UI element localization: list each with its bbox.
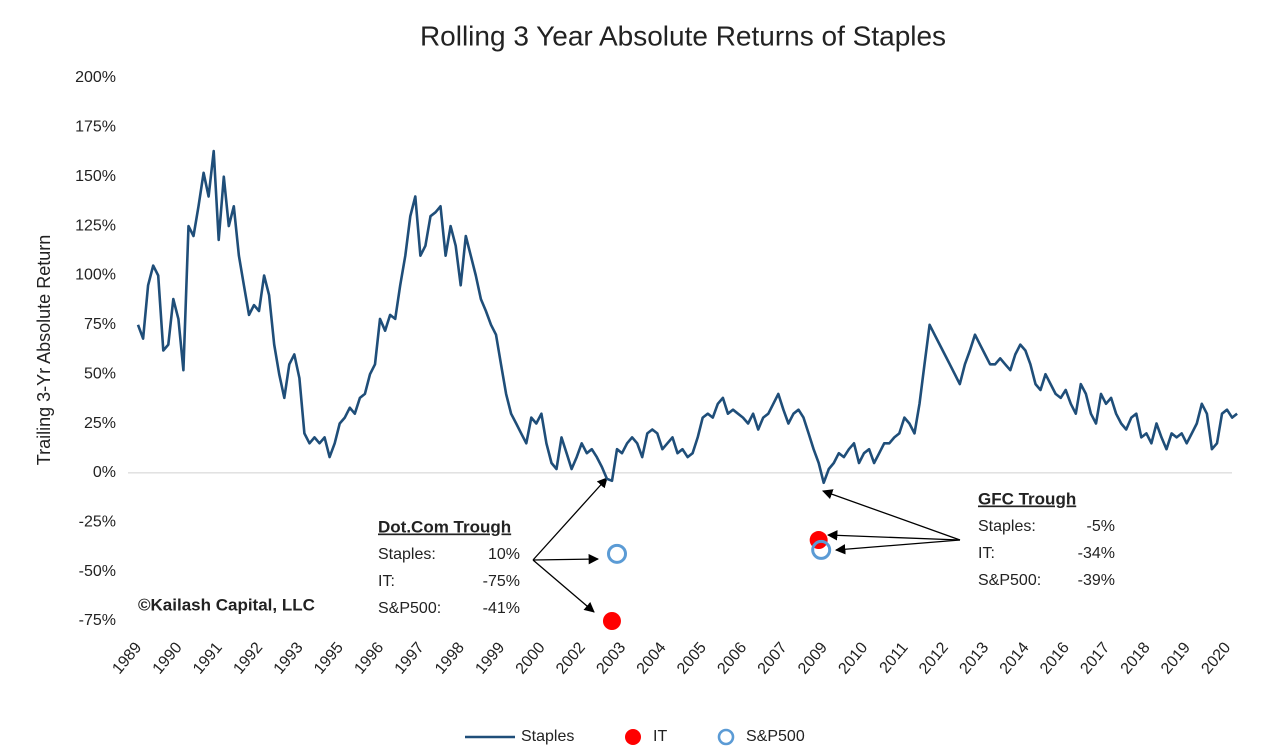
x-tick-label: 2020 — [1198, 639, 1234, 677]
x-tick-label: 2005 — [674, 639, 710, 677]
legend-swatch — [717, 728, 735, 746]
y-axis-label: Trailing 3-Yr Absolute Return — [34, 235, 54, 465]
x-tick-label: 2009 — [795, 639, 831, 677]
y-tick-label: 200% — [75, 69, 116, 86]
y-tick-label: 175% — [75, 119, 116, 136]
x-tick-label: 2012 — [916, 639, 952, 677]
annotation-label: S&P500: — [978, 572, 1041, 589]
legend-label: IT — [653, 728, 667, 745]
x-tick-label: 2013 — [956, 639, 992, 677]
annotation-label: Staples: — [378, 546, 436, 563]
y-tick-label: 100% — [75, 267, 116, 284]
y-tick-label: 25% — [84, 415, 116, 432]
source-note: ©Kailash Capital, LLC — [138, 595, 315, 614]
arrow — [532, 559, 595, 613]
annotation-value: -75% — [483, 573, 520, 590]
annotation-value: -34% — [1078, 545, 1115, 562]
staples-line — [136, 149, 1238, 485]
x-tick-label: 2006 — [714, 639, 750, 677]
arrow — [822, 489, 961, 541]
annotation-value: -39% — [1078, 572, 1115, 589]
annotation-label: IT: — [978, 545, 995, 562]
chart-title: Rolling 3 Year Absolute Returns of Stapl… — [420, 20, 946, 51]
x-tick-label: 1989 — [109, 639, 145, 677]
arrow — [826, 530, 961, 541]
y-tick-label: -75% — [79, 612, 116, 629]
x-tick-label: 2019 — [1158, 639, 1194, 677]
x-tick-label: 2003 — [593, 639, 629, 677]
annotation-label: IT: — [378, 573, 395, 590]
x-tick-label: 1992 — [230, 639, 266, 677]
annotation-value: -41% — [483, 600, 520, 617]
annotation-label: Staples: — [978, 518, 1036, 535]
annotation-value: 10% — [488, 546, 520, 563]
x-tick-label: 1991 — [190, 639, 226, 677]
sp500-point — [607, 543, 627, 564]
y-tick-label: -50% — [79, 563, 116, 580]
x-tick-label: 1998 — [432, 639, 468, 677]
x-tick-label: 2018 — [1118, 639, 1154, 677]
x-tick-label: 2017 — [1077, 639, 1113, 677]
annotation-title: GFC Trough — [978, 489, 1076, 508]
arrow — [532, 553, 600, 565]
annotation-label: S&P500: — [378, 600, 441, 617]
y-tick-label: 50% — [84, 365, 116, 382]
x-tick-label: 2010 — [835, 639, 871, 677]
y-tick-label: 75% — [84, 316, 116, 333]
y-tick-label: 150% — [75, 168, 116, 185]
x-tick-label: 2007 — [755, 639, 791, 677]
x-tick-label: 1997 — [392, 639, 428, 677]
x-tick-label: 2002 — [553, 639, 589, 677]
y-tick-label: -25% — [79, 513, 116, 530]
x-tick-label: 2014 — [997, 639, 1033, 677]
x-tick-label: 2004 — [634, 639, 670, 677]
x-tick-label: 1996 — [351, 639, 387, 677]
legend-swatch — [625, 729, 641, 745]
y-tick-label: 0% — [93, 464, 116, 481]
legend-label: S&P500 — [746, 728, 805, 745]
x-tick-label: 1999 — [472, 639, 508, 677]
sp500-point — [811, 539, 832, 560]
arrow — [532, 477, 608, 561]
annotation-title: Dot.Com Trough — [378, 517, 511, 536]
arrow — [834, 539, 961, 555]
x-tick-label: 1993 — [271, 639, 307, 677]
annotation-value: -5% — [1087, 518, 1115, 535]
y-tick-label: 125% — [75, 217, 116, 234]
it-point — [602, 612, 621, 630]
x-tick-label: 1990 — [150, 639, 186, 677]
x-tick-label: 1995 — [311, 639, 347, 677]
x-tick-label: 2011 — [876, 639, 911, 676]
x-tick-label: 2000 — [513, 639, 549, 677]
x-tick-label: 2016 — [1037, 639, 1073, 677]
legend-label: Staples — [521, 728, 574, 745]
annotation-arrows — [532, 477, 961, 613]
